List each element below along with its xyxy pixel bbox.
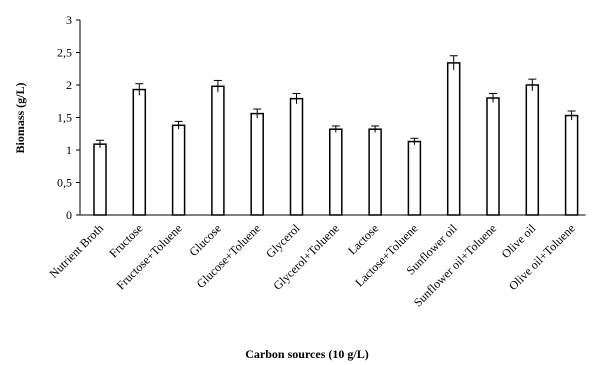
- error-bar: [449, 55, 458, 71]
- y-axis-title: Biomass (g/L): [13, 82, 27, 153]
- bar: [171, 124, 186, 216]
- y-tick-label: 1: [66, 143, 72, 157]
- bar: [289, 97, 304, 216]
- error-bar: [135, 83, 144, 96]
- bars: [93, 62, 579, 216]
- y-tick-label: 1,5: [57, 111, 72, 125]
- y-tick-labels: 0 0,5 1 1,5 2 2,5 3: [57, 13, 72, 222]
- error-bar: [371, 125, 380, 133]
- y-tick-label: 3: [66, 13, 72, 27]
- bar: [211, 85, 225, 216]
- error-bar: [331, 125, 340, 133]
- bar: [564, 114, 579, 216]
- error-bar: [528, 78, 537, 91]
- x-tick-label: Lactose: [345, 221, 381, 257]
- error-bar: [410, 137, 419, 145]
- bar: [486, 97, 500, 216]
- bar: [250, 112, 264, 216]
- bar: [446, 62, 461, 216]
- error-bar: [96, 139, 104, 149]
- error-bar: [174, 120, 183, 130]
- x-tick-label: Nutrient Broth: [46, 221, 106, 281]
- bar: [525, 84, 540, 216]
- error-bars: [96, 55, 576, 149]
- bar: [329, 128, 343, 216]
- error-bar: [253, 108, 262, 119]
- bar: [132, 88, 147, 216]
- x-tick-label: Glucose: [186, 221, 224, 259]
- y-tick-label: 0: [66, 208, 72, 222]
- bar: [93, 143, 107, 216]
- x-tick-label: Fructose: [106, 221, 145, 260]
- error-bar: [567, 110, 576, 121]
- y-tick-label: 2,5: [57, 46, 72, 60]
- x-axis-title: Carbon sources (10 g/L): [245, 347, 368, 361]
- error-bar: [213, 79, 222, 93]
- bar: [407, 140, 422, 216]
- y-tick-label: 0,5: [57, 176, 72, 190]
- y-tick-label: 2: [66, 78, 72, 92]
- bar: [368, 128, 382, 216]
- error-bar: [292, 92, 301, 104]
- y-axis: [76, 19, 81, 216]
- error-bar: [489, 92, 497, 103]
